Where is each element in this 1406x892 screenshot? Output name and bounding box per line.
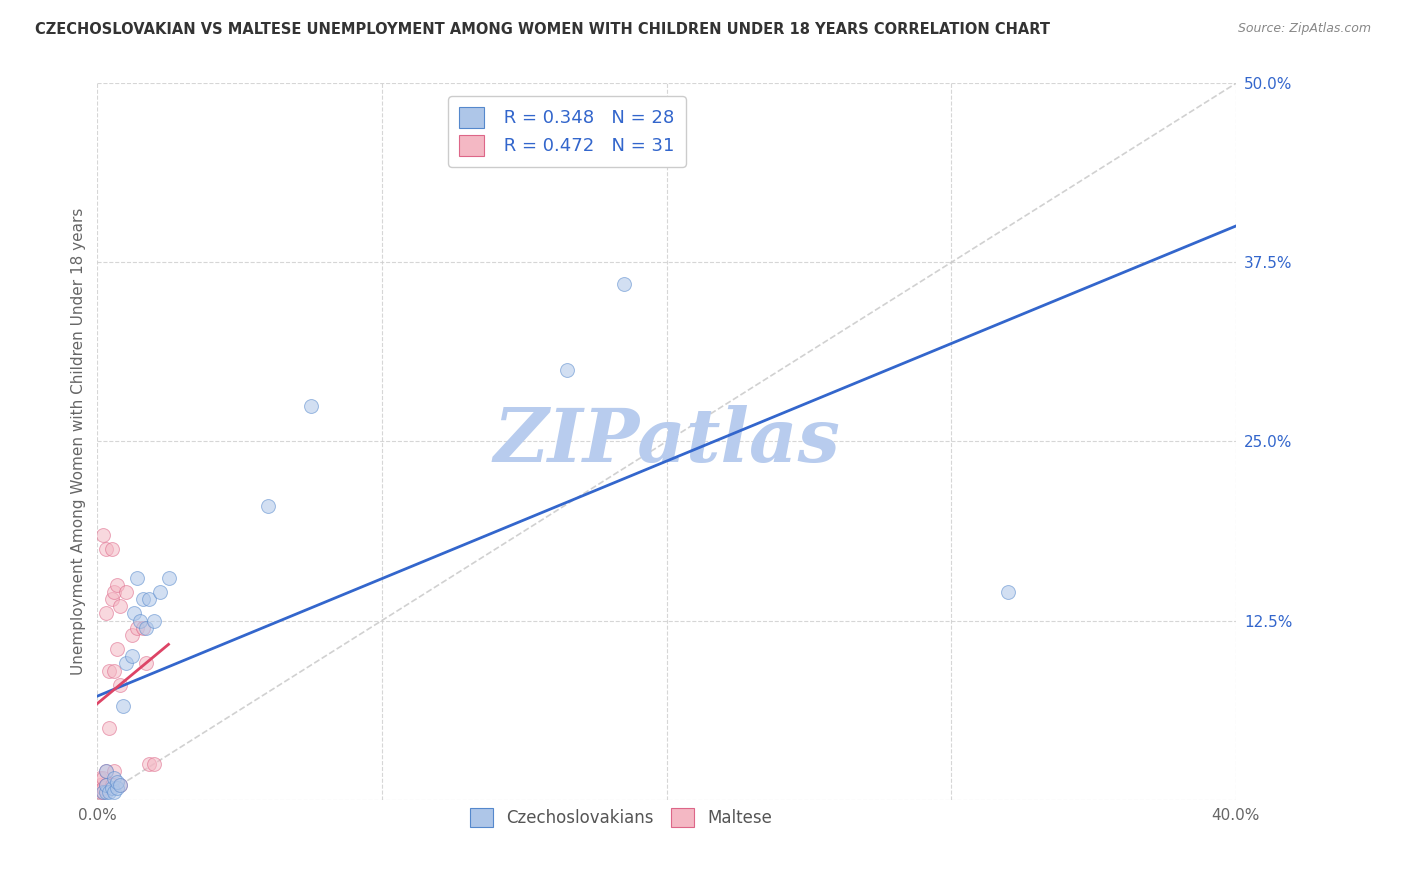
- Point: [105, 577, 128, 591]
- Point: [257, 499, 280, 513]
- Point: [129, 614, 152, 628]
- Point: [299, 399, 322, 413]
- Point: [124, 607, 146, 621]
- Point: [94, 764, 117, 778]
- Point: [97, 721, 120, 735]
- Point: [91, 527, 114, 541]
- Point: [138, 756, 160, 771]
- Point: [103, 585, 125, 599]
- Point: [997, 585, 1019, 599]
- Point: [121, 628, 143, 642]
- Text: ZIPatlas: ZIPatlas: [494, 405, 839, 478]
- Point: [103, 771, 125, 785]
- Point: [149, 585, 172, 599]
- Point: [108, 778, 131, 792]
- Point: [103, 785, 125, 799]
- Point: [94, 778, 117, 792]
- Point: [114, 585, 136, 599]
- Point: [105, 642, 128, 657]
- Point: [127, 621, 149, 635]
- Point: [94, 785, 117, 799]
- Text: Source: ZipAtlas.com: Source: ZipAtlas.com: [1237, 22, 1371, 36]
- Point: [111, 699, 134, 714]
- Point: [94, 541, 117, 556]
- Point: [132, 592, 155, 607]
- Point: [613, 277, 636, 291]
- Point: [105, 780, 128, 795]
- Point: [138, 592, 160, 607]
- Point: [97, 785, 120, 799]
- Point: [89, 771, 111, 785]
- Legend: Czechoslovakians, Maltese: Czechoslovakians, Maltese: [463, 802, 779, 834]
- Point: [91, 780, 114, 795]
- Point: [132, 621, 155, 635]
- Point: [91, 785, 114, 799]
- Point: [105, 775, 128, 789]
- Y-axis label: Unemployment Among Women with Children Under 18 years: Unemployment Among Women with Children U…: [72, 208, 86, 675]
- Point: [103, 764, 125, 778]
- Point: [100, 541, 122, 556]
- Point: [94, 607, 117, 621]
- Point: [100, 592, 122, 607]
- Point: [108, 599, 131, 614]
- Point: [157, 570, 180, 584]
- Point: [91, 785, 114, 799]
- Point: [103, 664, 125, 678]
- Text: CZECHOSLOVAKIAN VS MALTESE UNEMPLOYMENT AMONG WOMEN WITH CHILDREN UNDER 18 YEARS: CZECHOSLOVAKIAN VS MALTESE UNEMPLOYMENT …: [35, 22, 1050, 37]
- Point: [89, 778, 111, 792]
- Point: [89, 785, 111, 799]
- Point: [143, 614, 166, 628]
- Point: [100, 778, 122, 792]
- Point: [135, 657, 157, 671]
- Point: [127, 570, 149, 584]
- Point: [97, 664, 120, 678]
- Point: [114, 657, 136, 671]
- Point: [94, 778, 117, 792]
- Point: [108, 778, 131, 792]
- Point: [91, 771, 114, 785]
- Point: [100, 780, 122, 795]
- Point: [135, 621, 157, 635]
- Point: [143, 756, 166, 771]
- Point: [555, 363, 578, 377]
- Point: [121, 649, 143, 664]
- Point: [94, 764, 117, 778]
- Point: [108, 678, 131, 692]
